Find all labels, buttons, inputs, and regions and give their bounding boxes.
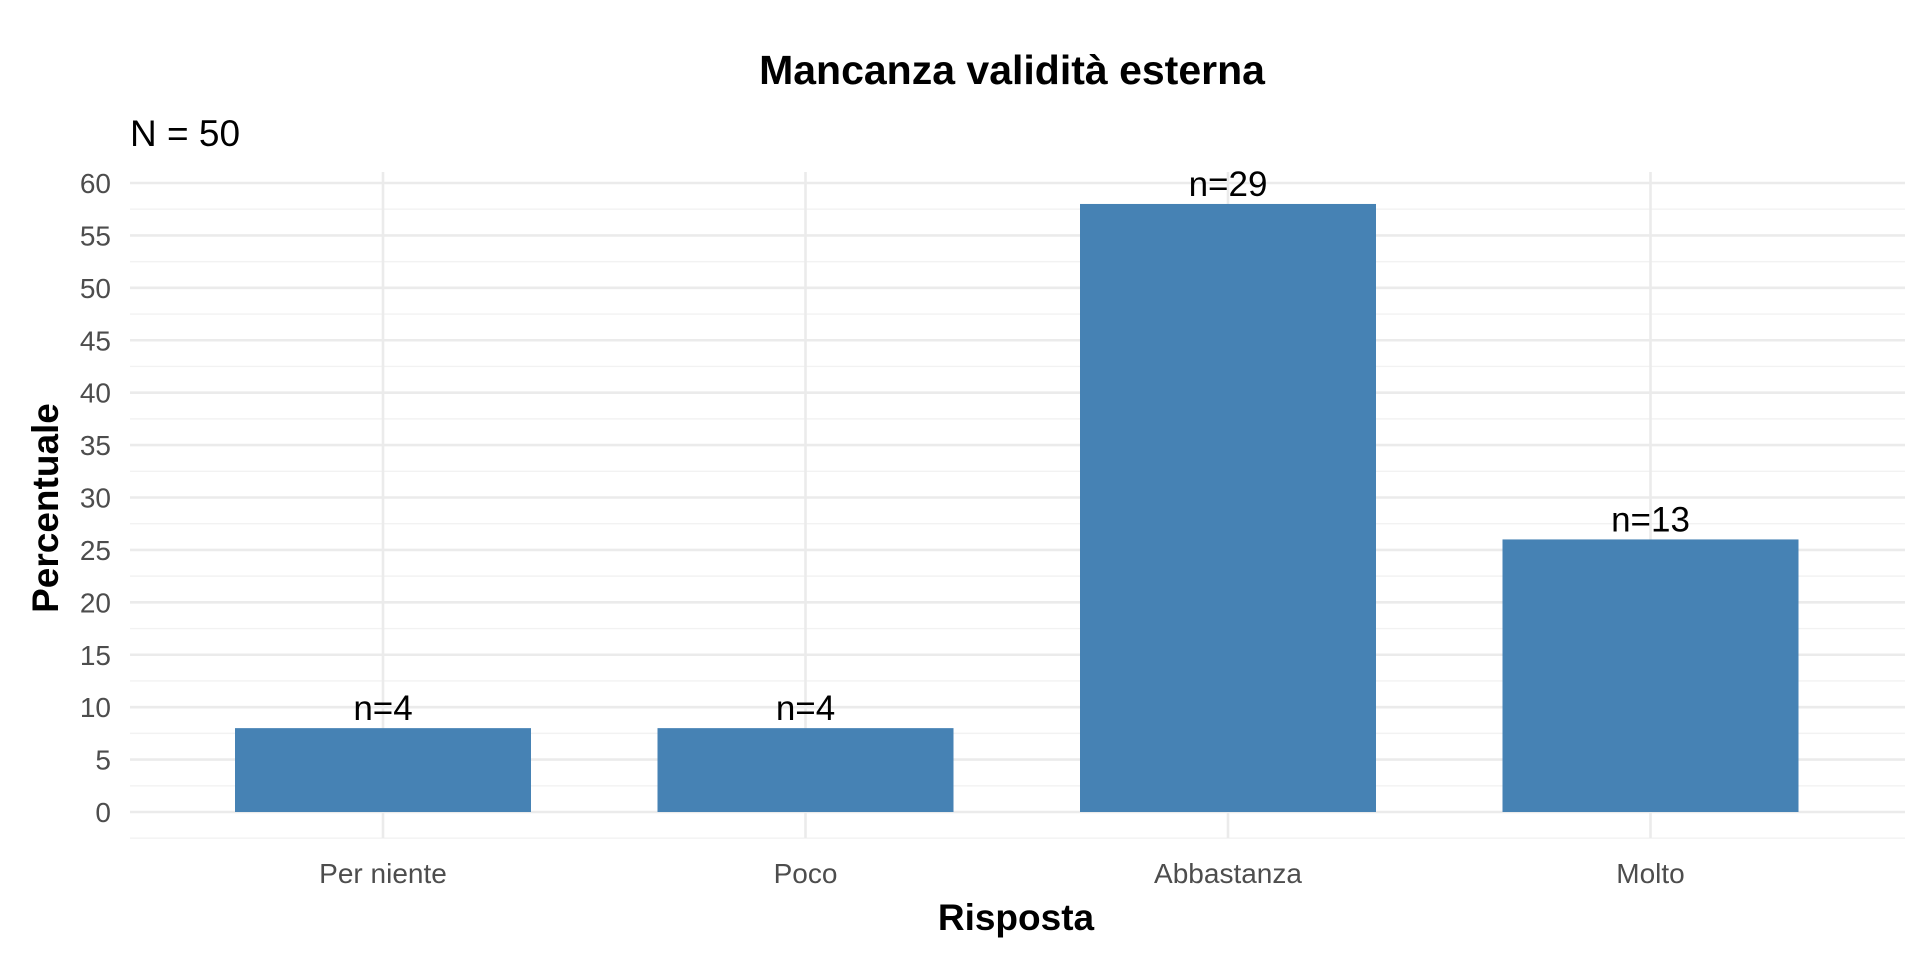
y-tick-label: 0	[95, 797, 111, 828]
y-tick-label: 25	[80, 535, 111, 566]
y-tick-label: 40	[80, 378, 111, 409]
chart-subtitle: N = 50	[130, 113, 240, 154]
y-tick-label: 15	[80, 640, 111, 671]
y-tick-label: 60	[80, 168, 111, 199]
y-tick-label: 20	[80, 587, 111, 618]
y-axis-ticks: 0 5 10 15 20 25 30 35 40 45 50 55 60	[80, 168, 111, 828]
x-tick-label: Abbastanza	[1154, 858, 1302, 889]
bar	[1502, 539, 1799, 812]
chart-title: Mancanza validità esterna	[759, 47, 1266, 93]
bar	[657, 728, 954, 812]
bars	[235, 203, 1799, 812]
bar	[235, 728, 531, 812]
x-tick-label: Per niente	[319, 858, 447, 889]
y-tick-label: 45	[80, 325, 111, 356]
y-tick-label: 50	[80, 273, 111, 304]
y-tick-label: 35	[80, 430, 111, 461]
bar	[1080, 203, 1376, 812]
bar-data-label: n=4	[776, 689, 835, 728]
y-tick-label: 5	[95, 745, 111, 776]
data-labels: n=4 n=4 n=29 n=13	[353, 165, 1690, 728]
bar-data-label: n=4	[353, 689, 412, 728]
x-tick-label: Poco	[774, 858, 838, 889]
x-tick-label: Molto	[1616, 858, 1684, 889]
bar-data-label: n=13	[1611, 500, 1690, 539]
y-tick-label: 55	[80, 220, 111, 251]
y-axis-title: Percentuale	[25, 403, 66, 613]
bar-data-label: n=29	[1189, 165, 1268, 204]
y-tick-label: 30	[80, 483, 111, 514]
x-axis-title: Risposta	[938, 897, 1095, 938]
x-axis-ticks: Per niente Poco Abbastanza Molto	[319, 858, 1685, 889]
y-tick-label: 10	[80, 692, 111, 723]
